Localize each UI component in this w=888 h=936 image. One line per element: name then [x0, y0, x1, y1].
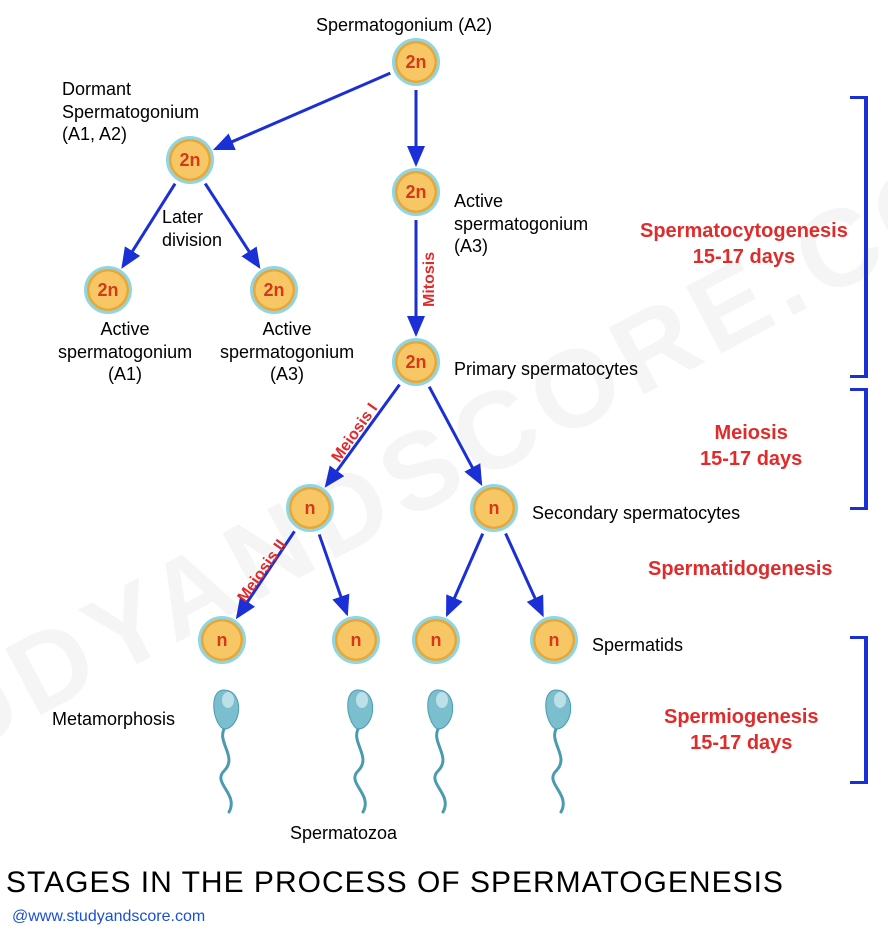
spermatozoon-3	[408, 686, 478, 816]
spermatozoon-1	[194, 686, 264, 816]
label-metamorph: Metamorphosis	[52, 708, 175, 731]
label-spermatozoa: Spermatozoa	[290, 822, 397, 845]
spermatozoon-4	[526, 686, 596, 816]
diagram-title: STAGES IN THE PROCESS OF SPERMATOGENESIS	[6, 866, 784, 900]
cell-sp3: n	[412, 616, 460, 664]
credit-text: @www.studyandscore.com	[12, 908, 205, 926]
cell-active_a3: 2n	[392, 168, 440, 216]
cell-primary: 2n	[392, 338, 440, 386]
phase-cyto: Spermatocytogenesis15-17 days	[640, 218, 848, 270]
cell-sec_right: n	[470, 484, 518, 532]
phase-spermio: Spermiogenesis15-17 days	[664, 704, 819, 756]
cell-sp1: n	[198, 616, 246, 664]
phase-spermatido: Spermatidogenesis	[648, 556, 833, 582]
label-top: Spermatogonium (A2)	[316, 14, 492, 37]
cell-active_a1: 2n	[84, 266, 132, 314]
phase-meiosis: Meiosis15-17 days	[700, 420, 802, 472]
bracket-cyto	[850, 96, 870, 378]
label-spermatids: Spermatids	[592, 634, 683, 657]
cell-active_a3b: 2n	[250, 266, 298, 314]
cell-sec_left: n	[286, 484, 334, 532]
cell-sp4: n	[530, 616, 578, 664]
edge-label-mitosis: Mitosis	[421, 252, 439, 307]
label-active_a1: Active spermatogonium (A1)	[58, 318, 192, 386]
label-dormant: Dormant Spermatogonium (A1, A2)	[62, 78, 199, 146]
spermatozoon-2	[328, 686, 398, 816]
label-active_a3: Active spermatogonium (A3)	[454, 190, 588, 258]
edge-label-meiosis2: Meiosis II	[235, 537, 291, 606]
cell-a2_top: 2n	[392, 38, 440, 86]
label-secondary: Secondary spermatocytes	[532, 502, 740, 525]
bracket-meiosis	[850, 388, 870, 510]
label-active_a3b: Active spermatogonium (A3)	[220, 318, 354, 386]
cell-sp2: n	[332, 616, 380, 664]
label-primary: Primary spermatocytes	[454, 358, 638, 381]
label-later_div: Later division	[162, 206, 222, 251]
edge-label-meiosis1: Meiosis I	[329, 400, 383, 466]
bracket-spermio	[850, 636, 870, 784]
